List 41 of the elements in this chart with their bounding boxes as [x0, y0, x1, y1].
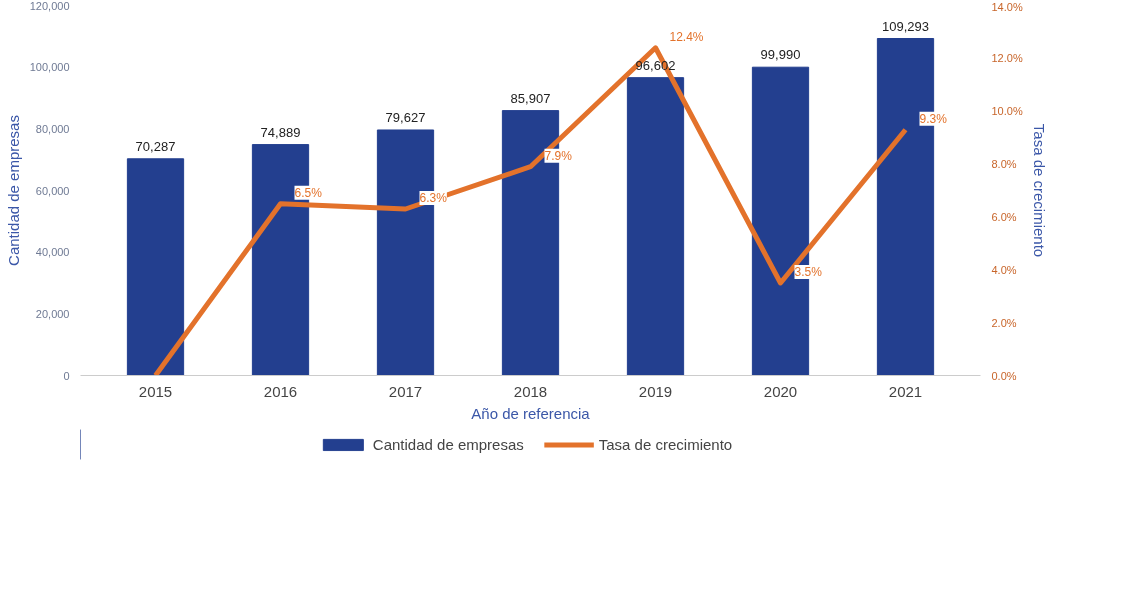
x-tick-label: 2018	[513, 382, 548, 400]
data-label: 6.3%	[419, 191, 448, 205]
y-tick-label: 40,000	[35, 246, 70, 259]
y-tick-label: 60,000	[35, 184, 70, 197]
x-tick-label: 2016	[263, 382, 298, 400]
data-label: 85,907	[510, 90, 551, 106]
data-label: 99,990	[760, 47, 801, 63]
x-tick-label: 2021	[888, 382, 923, 400]
y-tick-label: 20,000	[35, 307, 70, 320]
y2-tick-label: 10.0%	[991, 105, 1023, 118]
y2-tick-label: 0.0%	[991, 369, 1017, 382]
y-tick-label: 80,000	[35, 122, 70, 135]
bar	[126, 158, 185, 376]
y-axis-title: Cantidad de empresas	[4, 115, 22, 266]
data-label: 7.9%	[544, 148, 573, 163]
legend-label: Tasa de crecimiento	[598, 435, 733, 453]
x-axis-title: Año de referencia	[471, 404, 591, 422]
y2-tick-label: 8.0%	[991, 158, 1017, 171]
y2-axis-title: Tasa de crecimiento	[1030, 123, 1048, 258]
data-label: 74,889	[260, 124, 301, 140]
data-label: 6.5%	[294, 185, 323, 200]
y2-tick-label: 2.0%	[991, 316, 1017, 329]
data-label: 79,627	[385, 109, 426, 125]
y-tick-label: 100,000	[29, 61, 70, 74]
y-tick-label: 120,000	[29, 0, 70, 12]
y2-tick-label: 6.0%	[991, 210, 1017, 223]
y2-tick-label: 12.0%	[991, 52, 1023, 65]
data-label: 9.3%	[919, 111, 948, 126]
x-tick-label: 2017	[388, 382, 423, 400]
data-label: 70,287	[135, 138, 176, 154]
y2-tick-label: 4.0%	[991, 263, 1017, 276]
y2-tick-label: 14.0%	[991, 0, 1023, 13]
legend-label: Cantidad de empresas	[372, 435, 524, 453]
data-label: 3.5%	[794, 265, 823, 279]
data-label: 12.4%	[669, 29, 704, 44]
bar	[626, 77, 685, 376]
x-tick-label: 2020	[763, 382, 798, 400]
x-tick-label: 2015	[138, 382, 173, 400]
data-label: 109,293	[882, 18, 929, 34]
y-tick-label: 0	[63, 369, 70, 382]
x-tick-label: 2019	[638, 382, 673, 400]
